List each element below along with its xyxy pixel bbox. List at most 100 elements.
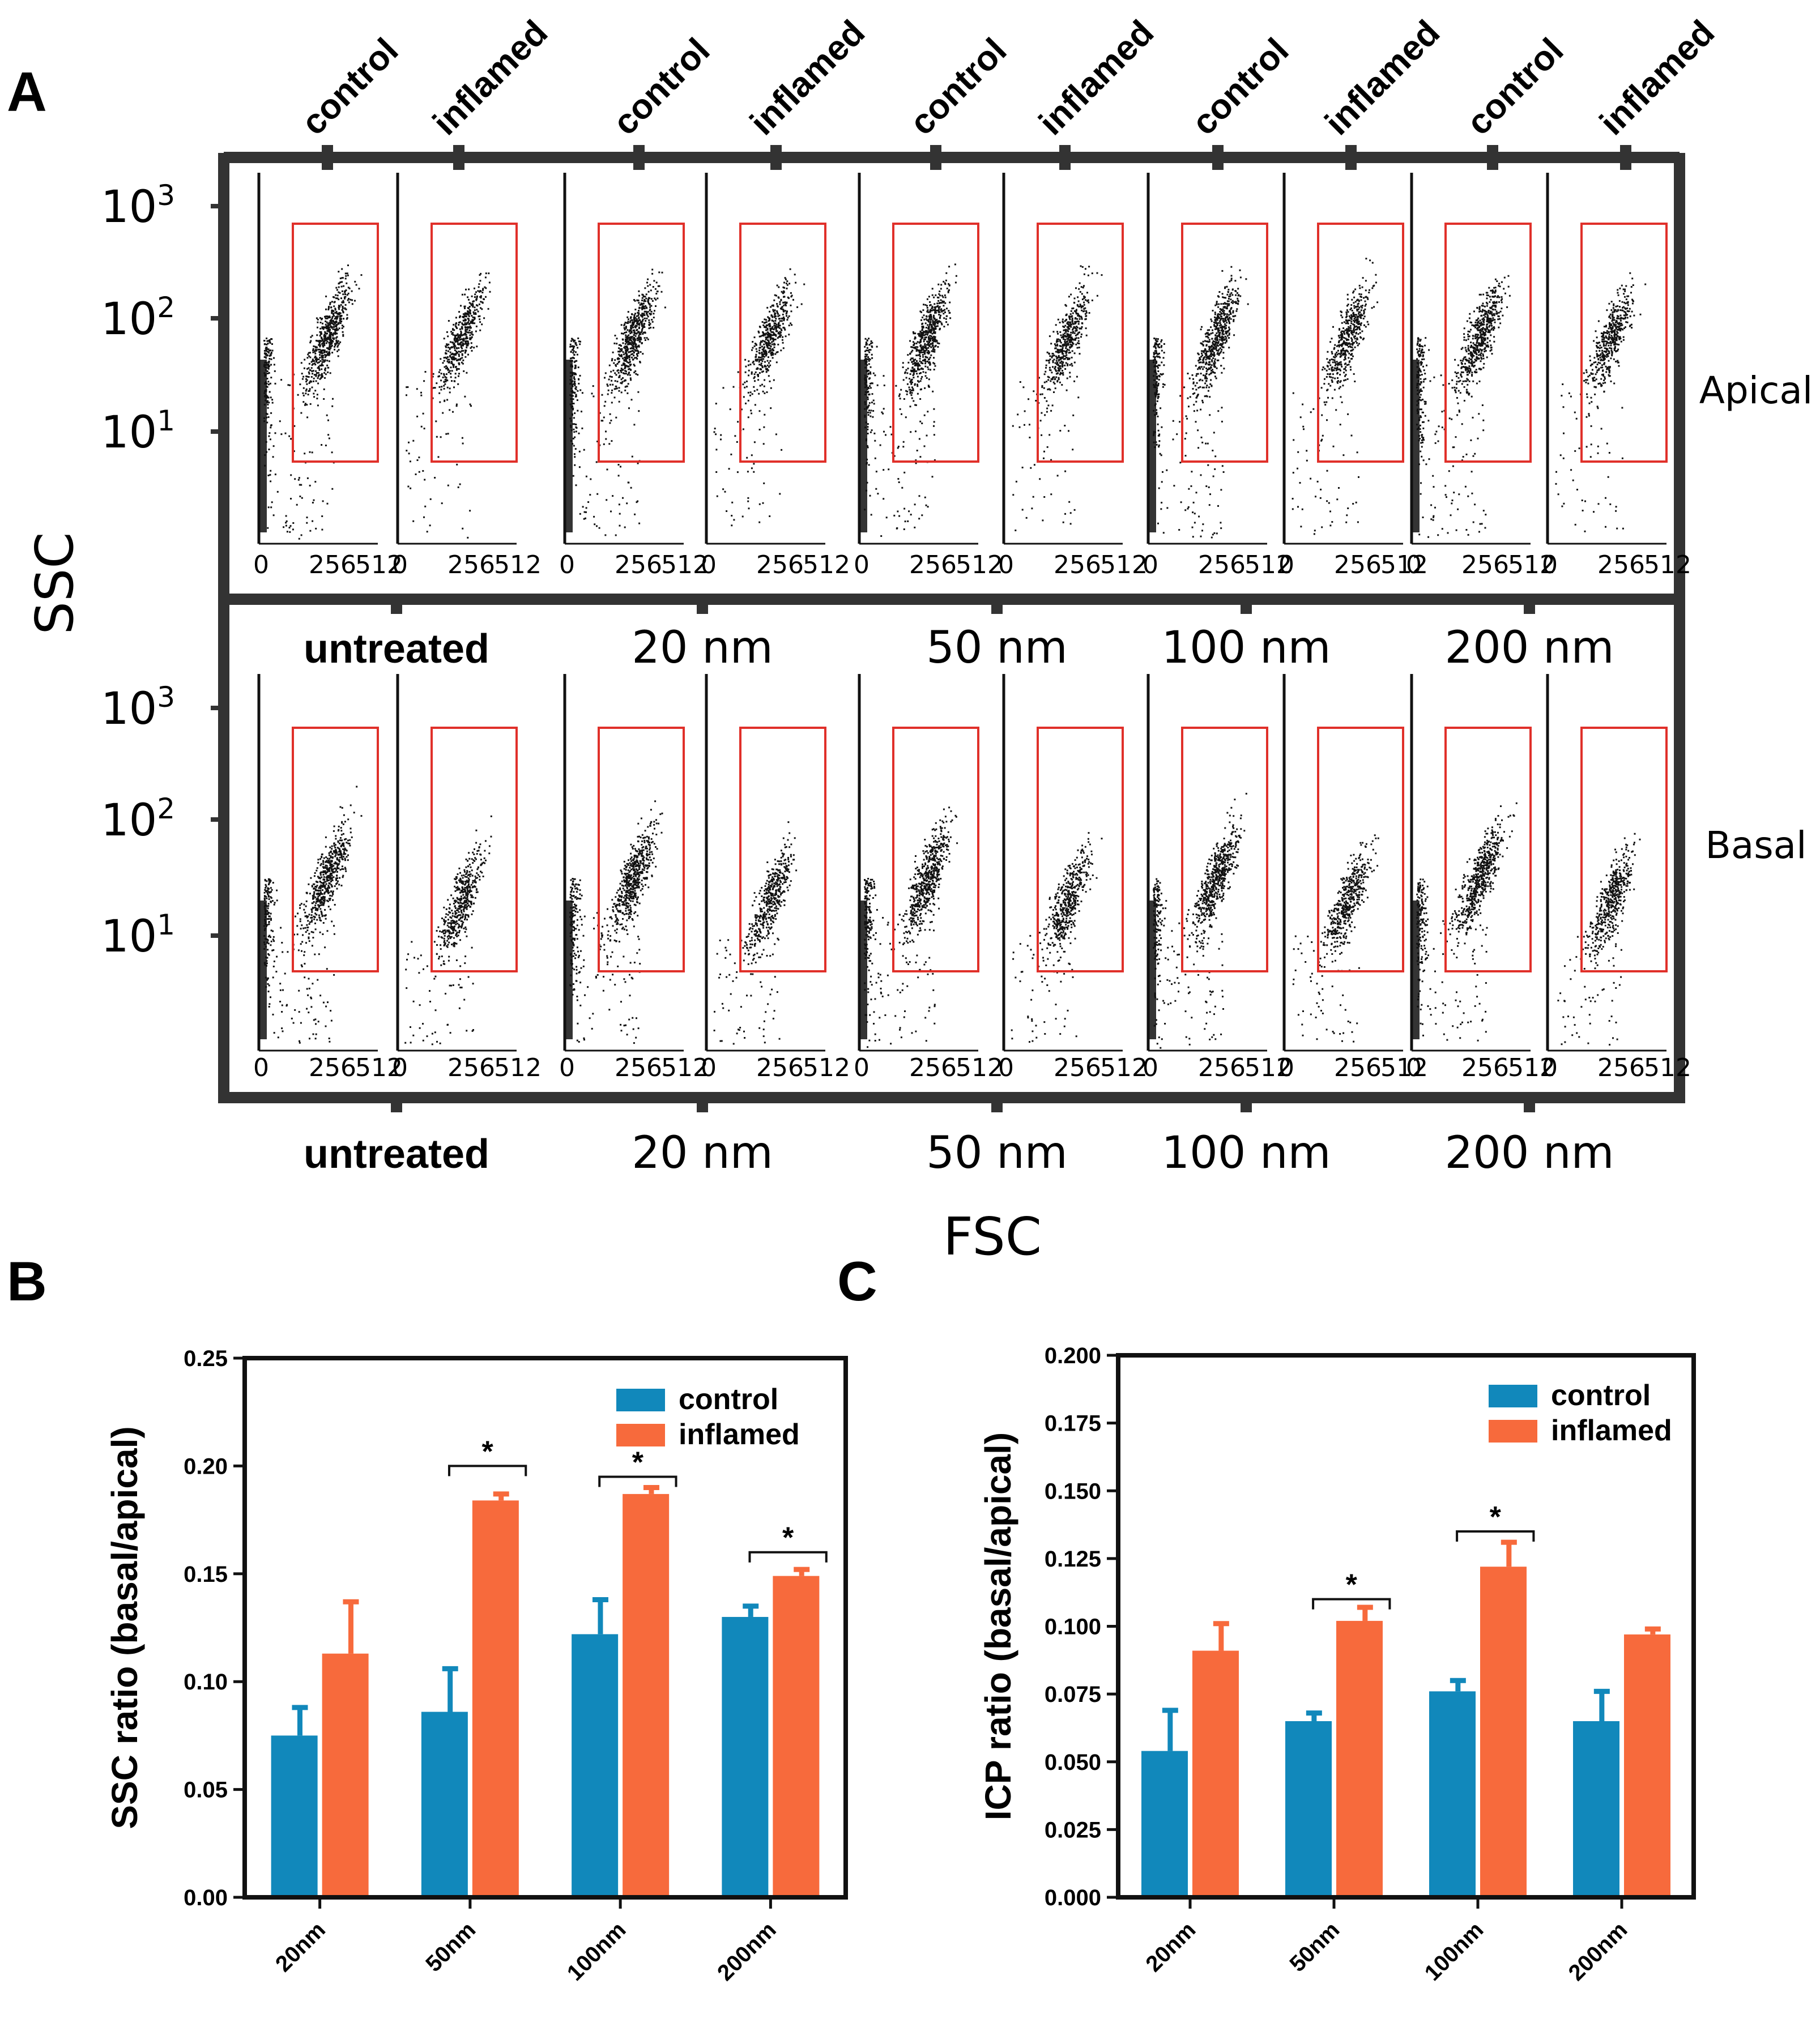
- column-tick: [453, 145, 464, 170]
- gate-rect: [292, 727, 379, 972]
- scatter-dots: [1292, 834, 1379, 1043]
- x-tick-label: 256: [309, 1053, 356, 1082]
- significance-star: *: [1346, 1569, 1358, 1602]
- bar-inflamed: [1624, 1634, 1670, 1897]
- x-tick-label: 256: [1461, 551, 1509, 579]
- y-tick-label: 0.175: [1045, 1411, 1101, 1436]
- y-tick-label: 103: [101, 179, 175, 233]
- column-tick: [322, 145, 333, 170]
- gate-rect: [739, 223, 826, 463]
- x-tick-label: 0: [854, 1053, 869, 1082]
- y-tick-label: 0.200: [1045, 1343, 1101, 1368]
- gate-rect: [1580, 727, 1668, 972]
- treatment-label: 200 nm: [1444, 1128, 1614, 1179]
- x-tick-label: 512: [1100, 1053, 1148, 1082]
- column-label-inflamed: inflamed: [743, 13, 872, 143]
- bar-control: [722, 1616, 769, 1897]
- scatter-dots: [404, 815, 492, 1045]
- bar-control: [1285, 1721, 1332, 1897]
- x-tick-label: 512: [661, 1053, 709, 1082]
- x-tick-label: 0: [392, 551, 408, 579]
- panel-c: C 0.000 0.025 0.050 0.075 0.100 0.125 0.150 0.17…: [837, 1250, 1696, 1986]
- gate-rect: [598, 727, 685, 972]
- x-tick-label: 200nm: [713, 1917, 781, 1986]
- treatment-label: untreated: [304, 626, 489, 672]
- treatment-label: 100 nm: [1161, 1128, 1331, 1179]
- x-tick-label: 256: [1054, 551, 1101, 579]
- bar-inflamed: [623, 1493, 670, 1897]
- y-tick-label: 0.20: [184, 1454, 228, 1479]
- bar-control: [1573, 1721, 1619, 1897]
- plot-frame: [1116, 1353, 1696, 1900]
- x-tick-label: 20nm: [1141, 1917, 1200, 1977]
- bar-control: [572, 1634, 619, 1897]
- treatment-tick: [391, 595, 402, 614]
- gate-rect: [598, 223, 685, 463]
- y-tick-label: 101: [101, 908, 175, 962]
- x-tick-label: 512: [1508, 1053, 1555, 1082]
- treatment-tick: [697, 1093, 708, 1112]
- legend-label-control: control: [1551, 1379, 1651, 1412]
- bar-control: [271, 1735, 318, 1897]
- x-tick-label: 0: [1542, 551, 1558, 579]
- bar-inflamed: [773, 1576, 820, 1897]
- y-axis-title: SSC ratio (basal/apical): [104, 1426, 145, 1829]
- column-tick: [633, 145, 645, 170]
- scatter-dense-column: [259, 901, 267, 1039]
- x-axis-title-fsc: FSC: [943, 1206, 1042, 1267]
- panel-b: B 0.00 0.05 0.10 0.15 0.20 0.25 SSC ratio (basa…: [7, 1250, 848, 1986]
- x-tick-label: 512: [956, 1053, 1003, 1082]
- x-tick-label: 512: [1380, 551, 1428, 579]
- treatment-tick: [1524, 595, 1535, 614]
- x-tick-label: 256: [1334, 551, 1382, 579]
- treatment-tick: [991, 595, 1003, 614]
- y-tick-label: 0.10: [184, 1670, 228, 1695]
- gate-rect: [1037, 727, 1124, 972]
- bar-control: [1141, 1751, 1188, 1897]
- x-tick-label: 0: [1542, 1053, 1558, 1082]
- treatment-tick: [1524, 1093, 1535, 1112]
- gate-rect: [1181, 223, 1268, 463]
- treatment-tick: [1241, 1093, 1252, 1112]
- x-tick-label: 512: [1380, 1053, 1428, 1082]
- significance-bracket: [598, 1475, 677, 1487]
- x-tick-label: 0: [701, 1053, 717, 1082]
- significance-bracket: [447, 1465, 527, 1476]
- scatter-dense-column: [859, 360, 867, 532]
- bar-inflamed: [1192, 1650, 1239, 1897]
- x-tick-label: 0: [1278, 551, 1294, 579]
- column-label-control: control: [1184, 31, 1296, 143]
- bar-inflamed: [1336, 1620, 1383, 1897]
- x-tick-label: 512: [1644, 1053, 1691, 1082]
- column-tick: [930, 145, 941, 170]
- legend-swatch-control: [616, 1389, 665, 1411]
- panel-letter: B: [7, 1250, 47, 1312]
- x-tick-label: 256: [309, 551, 356, 579]
- gate-rect: [431, 727, 518, 972]
- x-tick-label: 50nm: [1285, 1917, 1344, 1977]
- column-label-inflamed: inflamed: [1032, 13, 1161, 143]
- x-tick-label: 0: [1143, 1053, 1158, 1082]
- y-tick-label: 0.150: [1045, 1479, 1101, 1504]
- legend-swatch-inflamed: [1489, 1420, 1537, 1443]
- scatter-dots: [864, 263, 957, 537]
- gate-rect: [1444, 727, 1532, 972]
- scatter-dots: [406, 272, 491, 539]
- treatment-label: untreated: [304, 1132, 489, 1177]
- x-tick-label: 256: [1198, 551, 1246, 579]
- plot-frame: [242, 1356, 848, 1900]
- scatter-dots: [1011, 832, 1103, 1043]
- x-tick-label: 0: [559, 551, 575, 579]
- gate-rect: [292, 223, 379, 463]
- column-tick: [1212, 145, 1224, 170]
- x-tick-label: 512: [1100, 551, 1148, 579]
- scatter-dense-column: [565, 360, 573, 532]
- bar-control: [1429, 1691, 1476, 1897]
